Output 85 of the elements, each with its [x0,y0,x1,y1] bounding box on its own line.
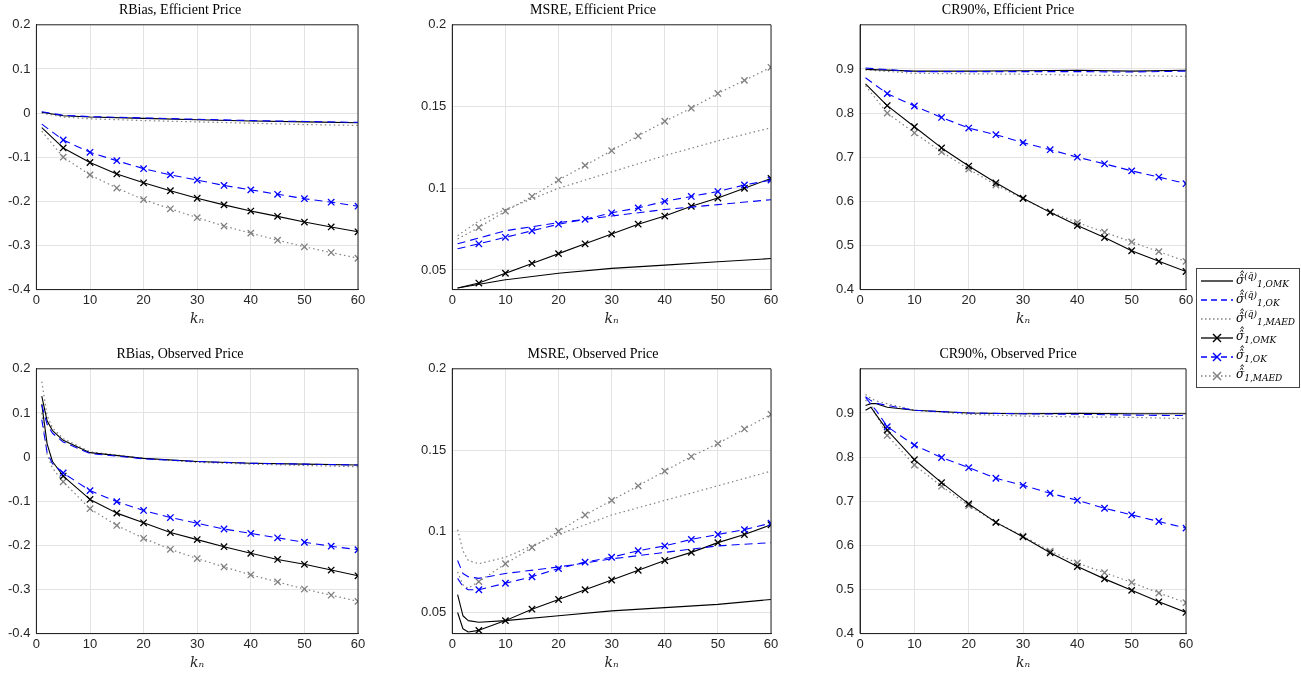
x-tick-label: 60 [350,291,366,307]
legend-label: σ̂̂$_{1,MAED}$ [1236,367,1283,384]
x-tick-label: 10 [907,635,922,651]
y-tick-label: -0.3 [7,237,31,253]
y-tick-label: 0.1 [12,404,31,420]
x-tick-label: 60 [350,635,366,651]
x-tick-label: 50 [1124,291,1139,307]
y-tick-label: -0.1 [7,148,31,164]
y-tick-label: -0.3 [7,581,31,597]
x-tick-label: 40 [243,291,259,307]
y-tick-label: 0.2 [428,360,447,376]
x-tick-label: 10 [82,291,98,307]
y-tick-label: 0.1 [428,179,447,195]
y-tick-label: 0.4 [835,281,855,297]
x-tick-label: 20 [551,291,566,307]
x-axis-title: kₙ [604,310,620,327]
x-tick-label: 50 [1124,635,1139,651]
x-axis-title: kₙ [190,654,205,671]
x-tick-label: 20 [551,635,566,651]
y-tick-label: 0.1 [12,60,31,76]
x-tick-label: 40 [657,635,672,651]
x-tick-label: 40 [1070,291,1085,307]
legend-label: σ̂̂$_{1,OK}$ [1236,348,1267,365]
x-tick-label: 10 [498,291,513,307]
x-tick-label: 30 [189,635,205,651]
x-tick-label: 40 [1070,635,1085,651]
x-tick-label: 60 [763,291,779,307]
x-tick-label: 20 [961,635,976,651]
x-tick-label: 20 [136,291,151,307]
y-tick-label: 0.2 [428,16,447,32]
x-tick-label: 10 [498,635,513,651]
y-tick-label: -0.2 [7,536,31,552]
y-tick-label: 0.7 [835,492,855,508]
y-tick-label: 0 [23,104,31,120]
y-tick-label: 0.6 [835,536,855,552]
y-tick-label: 0.4 [835,625,855,641]
chart-title: RBias, Efficient Price [118,2,242,18]
y-tick-label: 0.05 [420,261,447,277]
chart-title: RBias, Observed Price [116,346,244,362]
x-tick-label: 30 [604,291,619,307]
x-tick-label: 60 [1178,635,1194,651]
y-tick-label: 0.2 [12,16,31,32]
y-tick-label: 0 [23,448,31,464]
x-axis-title: kₙ [1015,654,1031,671]
x-tick-label: 60 [763,635,779,651]
x-tick-label: 10 [907,291,922,307]
y-tick-label: 0.9 [835,60,855,76]
y-tick-label: 0.1 [428,522,447,538]
y-tick-label: 0.8 [835,448,855,464]
x-tick-label: 50 [297,291,312,307]
x-tick-label: 40 [657,291,672,307]
x-tick-label: 20 [961,291,976,307]
chart-title: CR90%, Efficient Price [941,2,1075,18]
chart-title: CR90%, Observed Price [939,346,1077,362]
x-tick-label: 30 [1015,291,1031,307]
x-axis-title: kₙ [1015,310,1031,327]
x-tick-label: 60 [1178,291,1194,307]
x-axis-title: kₙ [604,654,620,671]
y-tick-label: 0.2 [12,360,31,376]
x-tick-label: 10 [82,635,98,651]
chart-title: MSRE, Observed Price [527,346,659,362]
x-tick-label: 50 [297,635,312,651]
chart-title: MSRE, Efficient Price [529,2,657,18]
y-tick-label: 0.5 [835,237,855,253]
y-tick-label: -0.4 [7,281,31,297]
y-tick-label: 0.15 [420,441,447,457]
y-tick-label: 0.15 [420,98,447,114]
y-tick-label: -0.2 [7,192,31,208]
x-tick-label: 30 [189,291,205,307]
y-tick-label: 0.9 [835,404,855,420]
x-tick-label: 40 [243,635,259,651]
x-tick-label: 30 [604,635,619,651]
legend-label: σ̂̂$_{1,OMK}$ [1236,329,1277,346]
y-tick-label: -0.4 [7,625,31,641]
x-tick-label: 50 [710,635,726,651]
y-tick-label: 0.8 [835,104,855,120]
y-tick-label: -0.1 [7,492,31,508]
x-tick-label: 50 [710,291,726,307]
x-axis-title: kₙ [190,310,205,327]
y-tick-label: 0.05 [420,604,447,620]
y-tick-label: 0.5 [835,581,855,597]
x-tick-label: 20 [136,635,151,651]
y-tick-label: 0.7 [835,148,855,164]
y-tick-label: 0.6 [835,192,855,208]
x-tick-label: 30 [1015,635,1031,651]
